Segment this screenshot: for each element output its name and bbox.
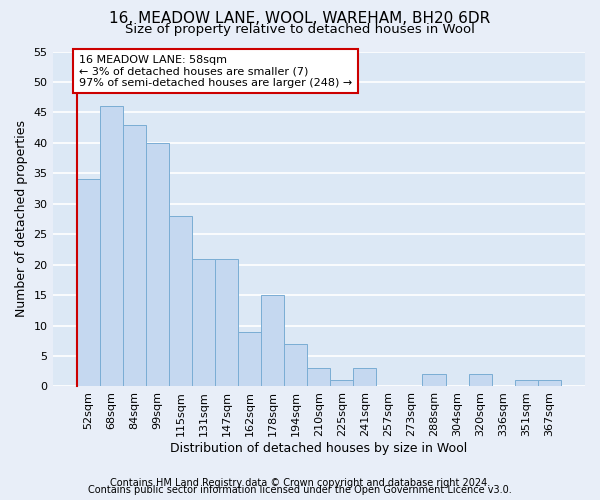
- Y-axis label: Number of detached properties: Number of detached properties: [15, 120, 28, 318]
- Bar: [330, 380, 353, 386]
- Bar: [238, 332, 261, 386]
- Bar: [169, 216, 192, 386]
- Bar: [353, 368, 376, 386]
- Bar: [123, 124, 146, 386]
- Bar: [284, 344, 307, 387]
- X-axis label: Distribution of detached houses by size in Wool: Distribution of detached houses by size …: [170, 442, 467, 455]
- Bar: [515, 380, 538, 386]
- Bar: [146, 143, 169, 386]
- Bar: [100, 106, 123, 386]
- Text: 16 MEADOW LANE: 58sqm
← 3% of detached houses are smaller (7)
97% of semi-detach: 16 MEADOW LANE: 58sqm ← 3% of detached h…: [79, 54, 352, 88]
- Text: Contains HM Land Registry data © Crown copyright and database right 2024.: Contains HM Land Registry data © Crown c…: [110, 478, 490, 488]
- Text: 16, MEADOW LANE, WOOL, WAREHAM, BH20 6DR: 16, MEADOW LANE, WOOL, WAREHAM, BH20 6DR: [109, 11, 491, 26]
- Bar: [469, 374, 491, 386]
- Bar: [538, 380, 561, 386]
- Bar: [215, 258, 238, 386]
- Text: Contains public sector information licensed under the Open Government Licence v3: Contains public sector information licen…: [88, 485, 512, 495]
- Bar: [192, 258, 215, 386]
- Bar: [261, 295, 284, 386]
- Bar: [307, 368, 330, 386]
- Bar: [422, 374, 446, 386]
- Bar: [77, 180, 100, 386]
- Text: Size of property relative to detached houses in Wool: Size of property relative to detached ho…: [125, 22, 475, 36]
